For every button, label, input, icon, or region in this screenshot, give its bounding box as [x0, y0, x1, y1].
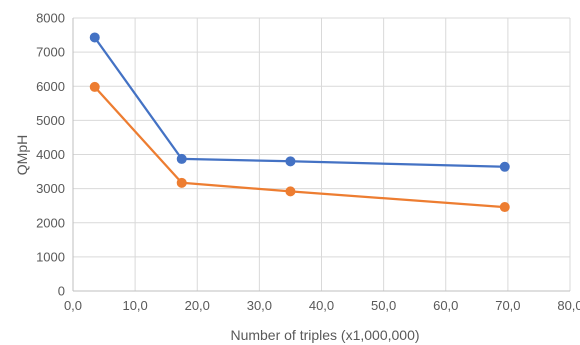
- data-point: [285, 156, 296, 167]
- x-tick-label: 0,0: [64, 298, 82, 313]
- data-point: [176, 177, 187, 188]
- data-point: [499, 202, 510, 213]
- x-tick-label: 30,0: [247, 298, 272, 313]
- x-tick-label: 50,0: [371, 298, 396, 313]
- y-tick-label: 0: [58, 284, 65, 299]
- y-tick-label: 1000: [36, 249, 65, 264]
- y-tick-label: 6000: [36, 79, 65, 94]
- gridlines: [73, 17, 571, 291]
- data-point: [176, 153, 187, 164]
- x-axis-title: Number of triples (x1,000,000): [230, 327, 419, 343]
- data-series: [89, 32, 510, 213]
- y-tick-label: 5000: [36, 113, 65, 128]
- data-point: [285, 186, 296, 197]
- y-tick-label: 7000: [36, 45, 65, 60]
- x-tick-label: 60,0: [433, 298, 458, 313]
- x-tick-label: 80,0: [557, 298, 580, 313]
- data-point: [89, 32, 100, 43]
- tick-labels: 0 1000 2000 3000 4000 5000 6000 7000 8000 0,0 10,0…: [36, 11, 580, 314]
- y-tick-label: 8000: [36, 11, 65, 26]
- series-2: [89, 81, 510, 213]
- y-axis-title: QMpH: [14, 135, 30, 175]
- series-line: [93, 36, 506, 168]
- x-tick-label: 20,0: [185, 298, 210, 313]
- x-tick-label: 40,0: [309, 298, 334, 313]
- y-tick-label: 4000: [36, 147, 65, 162]
- x-tick-label: 10,0: [122, 298, 147, 313]
- y-tick-label: 3000: [36, 181, 65, 196]
- series-1: [89, 32, 510, 172]
- axes: [72, 18, 570, 292]
- data-point: [499, 161, 510, 172]
- x-tick-label: 70,0: [495, 298, 520, 313]
- y-tick-label: 2000: [36, 215, 65, 230]
- series-line: [93, 85, 506, 209]
- data-point: [89, 81, 100, 92]
